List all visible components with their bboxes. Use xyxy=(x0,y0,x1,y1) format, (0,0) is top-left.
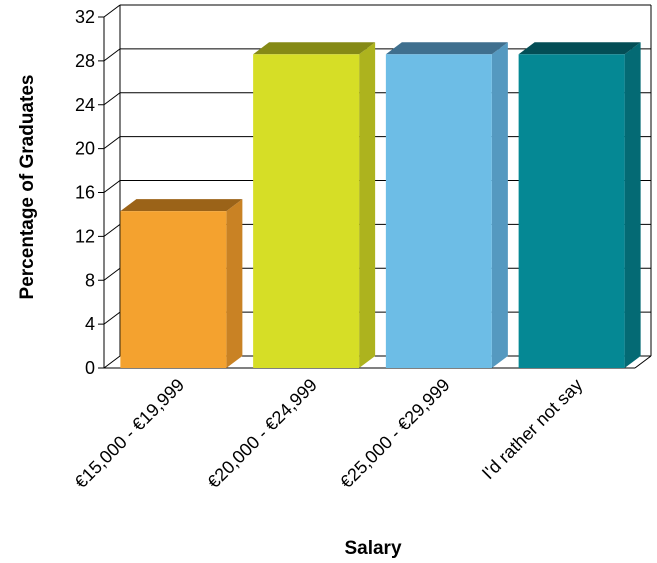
x-tick-label: I'd rather not say xyxy=(478,375,587,484)
y-tick-label: 24 xyxy=(75,95,95,115)
y-tick-label: 12 xyxy=(75,226,95,246)
y-tick-label: 0 xyxy=(85,358,95,378)
y-tick-label: 16 xyxy=(75,183,95,203)
bar xyxy=(253,42,376,368)
y-tick-labels: 0 4 8 12 16 20 24 28 32 xyxy=(75,7,95,378)
bar xyxy=(385,42,508,368)
gridline-depth xyxy=(103,223,121,237)
bar-front xyxy=(253,54,360,368)
bar xyxy=(120,199,243,368)
gridline-depth xyxy=(103,311,121,325)
bar-side xyxy=(226,199,243,368)
y-tick-label: 20 xyxy=(75,139,95,159)
y-tick-label: 4 xyxy=(85,314,95,334)
gridline-depth xyxy=(103,48,121,62)
gridline-depth xyxy=(103,4,121,18)
gridline-depth xyxy=(103,355,121,369)
bar-side xyxy=(624,42,641,368)
bar-front xyxy=(120,211,227,368)
gridline-depth xyxy=(103,136,121,150)
floor-edge xyxy=(634,355,652,369)
bar-front xyxy=(385,54,492,368)
x-tick-label: €25,000 - €29,999 xyxy=(336,375,453,492)
x-tick-labels: €15,000 - €19,999 €20,000 - €24,999 €25,00… xyxy=(71,375,587,492)
bars xyxy=(120,42,641,368)
y-tick-label: 32 xyxy=(75,7,95,27)
bar xyxy=(518,42,641,368)
y-tick-label: 8 xyxy=(85,270,95,290)
bar-top xyxy=(253,42,376,55)
bar-top xyxy=(385,42,508,55)
gridline-depth xyxy=(103,92,121,106)
y-tick-label: 28 xyxy=(75,51,95,71)
bar-top xyxy=(518,42,641,55)
bar-side xyxy=(359,42,376,368)
gridline-depth xyxy=(103,267,121,281)
bar-side xyxy=(491,42,508,368)
x-tick-label: €15,000 - €19,999 xyxy=(71,375,188,492)
x-tick-label: €20,000 - €24,999 xyxy=(203,375,320,492)
y-axis-title: Percentage of Graduates xyxy=(17,75,38,300)
x-axis-title: Salary xyxy=(344,538,401,559)
bar-front xyxy=(518,54,625,368)
gridline-depth xyxy=(103,180,121,193)
bar-top xyxy=(120,199,243,212)
